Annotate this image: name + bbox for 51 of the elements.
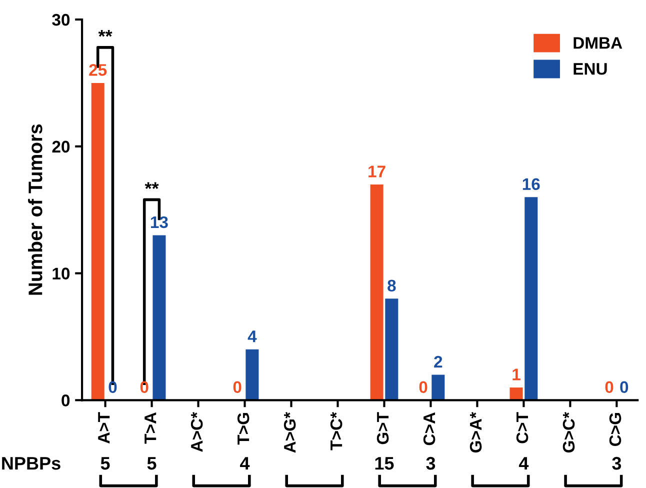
x-tick-label: C>A — [423, 412, 436, 446]
x-tick-label: G>C* — [562, 412, 575, 452]
annotation: ** — [144, 182, 159, 189]
data-label: 13 — [150, 216, 168, 228]
bar — [91, 82, 104, 400]
x-tick-label: T>A — [144, 412, 156, 444]
x-tick-label: A>T — [98, 412, 110, 444]
data-label: 0 — [620, 381, 628, 394]
y-axis-title: Number of Tumors — [28, 124, 42, 295]
x-tick-label: G>T — [376, 412, 389, 444]
data-label: 0 — [233, 381, 242, 394]
text: 3 — [426, 456, 436, 470]
text: 4 — [518, 457, 529, 470]
data-label: 16 — [522, 178, 540, 190]
x-tick-label: G>A* — [470, 412, 482, 452]
bar — [370, 184, 384, 400]
x-tick-label: A>G* — [284, 412, 296, 453]
text: 5 — [100, 457, 110, 470]
data-label: 2 — [434, 356, 442, 368]
annotation: ** — [98, 30, 112, 37]
bar — [510, 387, 523, 400]
x-tick-label: C>G — [609, 413, 622, 446]
data-label: 4 — [248, 330, 257, 342]
x-tick-label: C>T — [516, 412, 528, 444]
text: NPBPs — [2, 457, 60, 470]
x-tick-label: T>G — [237, 413, 250, 445]
legend-label: ENU — [574, 63, 607, 75]
bar — [152, 235, 166, 400]
data-label: 0 — [419, 381, 428, 394]
data-label: 8 — [388, 280, 396, 292]
legend-label: DMBA — [574, 37, 622, 49]
text: 4 — [240, 457, 250, 470]
y-tick-label: 30 — [52, 14, 70, 26]
bar — [385, 298, 398, 400]
bar — [524, 197, 538, 400]
data-label: 1 — [512, 368, 520, 380]
data-label: 0 — [108, 381, 117, 394]
text: 5 — [147, 457, 156, 470]
data-label: 0 — [605, 381, 614, 394]
y-tick-label: 10 — [52, 268, 70, 280]
text: 15 — [375, 457, 394, 470]
x-tick-label: T>C* — [330, 412, 342, 450]
y-tick-label: 20 — [52, 140, 70, 153]
y-tick-label: 0 — [62, 394, 70, 406]
bar — [432, 374, 445, 400]
data-label: 17 — [368, 166, 386, 178]
x-tick-label: A>C* — [190, 412, 203, 452]
text: 3 — [612, 456, 622, 470]
data-label: 25 — [89, 64, 107, 76]
bar — [246, 349, 259, 400]
data-label: 0 — [140, 381, 148, 394]
